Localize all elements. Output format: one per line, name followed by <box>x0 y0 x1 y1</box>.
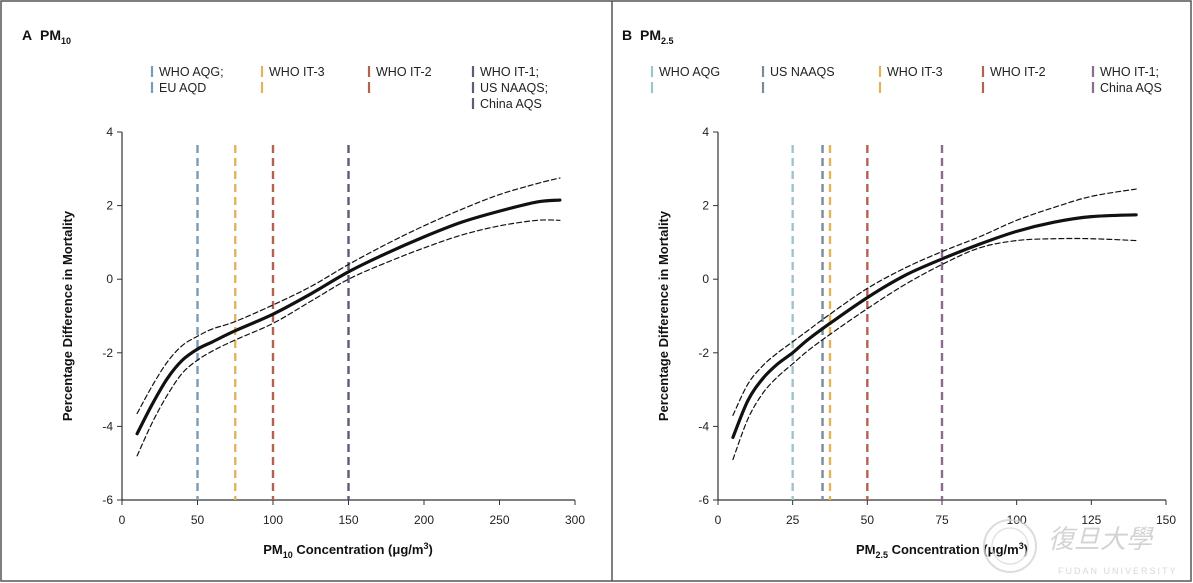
legend-label: WHO AQG <box>659 65 720 79</box>
series-lower_ci <box>732 237 1137 461</box>
series-estimate <box>135 198 562 436</box>
panel-b-legend: WHO AQG US NAAQS WHO IT-3 WHO IT-2 WHO IT-1;… <box>650 65 1162 95</box>
panel-b-title-main: PM <box>640 27 661 43</box>
panel-a-ticks: 0 50 100 150 200 250 300 -6 -4 -2 0 2 4 <box>102 125 585 527</box>
legend-label: WHO AQG; <box>159 65 224 79</box>
series-upper_ci <box>732 188 1137 416</box>
y-tick-label: 4 <box>106 125 113 139</box>
panel-a-x-label-end: ) <box>428 542 432 557</box>
x-tick-label: 250 <box>489 513 509 527</box>
y-tick-label: -6 <box>102 493 113 507</box>
y-tick-label: 0 <box>702 272 709 286</box>
x-tick-label: 25 <box>786 513 800 527</box>
panel-a-title: PM10 <box>40 27 71 46</box>
x-tick-label: 75 <box>935 513 949 527</box>
panel-a-title-sub: 10 <box>61 36 71 46</box>
panel-a-legend: WHO AQG; EU AQD WHO IT-3 WHO IT-2 WHO IT-1; U… <box>150 65 548 111</box>
legend-label: WHO IT-2 <box>376 65 432 79</box>
panel-b-series <box>731 188 1138 461</box>
panel-b-x-label-sup: 3 <box>1019 541 1024 551</box>
panel-a-x-label: PM10 Concentration (μg/m3) <box>263 541 433 560</box>
panel-a-title-main: PM <box>40 27 61 43</box>
watermark-seal-outer <box>983 519 1037 573</box>
legend-label: China AQS <box>1100 81 1162 95</box>
panel-b-x-label-end: ) <box>1024 542 1028 557</box>
panel-b-x-label-sub: 2.5 <box>875 550 888 560</box>
legend-label: China AQS <box>480 97 542 111</box>
y-tick-label: -2 <box>698 346 709 360</box>
x-tick-label: 125 <box>1081 513 1101 527</box>
panel-a-x-label-sup: 3 <box>423 541 428 551</box>
panel-b-guidelines <box>791 145 944 500</box>
y-tick-label: 0 <box>106 272 113 286</box>
legend-label: WHO IT-3 <box>887 65 943 79</box>
panel-b: B PM2.5 WHO AQG US NAAQS WHO IT-3 WHO IT-2 W… <box>622 27 1176 560</box>
panel-b-x-label: PM2.5 Concentration (μg/m3) <box>856 541 1028 560</box>
legend-label: WHO IT-2 <box>990 65 1046 79</box>
y-tick-label: -4 <box>102 419 113 433</box>
fudan-watermark: 復旦大學 FUDAN UNIVERSITY <box>983 519 1178 576</box>
x-tick-label: 50 <box>861 513 875 527</box>
x-tick-label: 0 <box>119 513 126 527</box>
x-tick-label: 50 <box>191 513 205 527</box>
series-upper_ci <box>136 177 561 415</box>
x-tick-label: 300 <box>565 513 585 527</box>
series-estimate <box>731 213 1138 440</box>
x-tick-label: 200 <box>414 513 434 527</box>
panel-b-letter: B <box>622 27 632 43</box>
series-lower_ci <box>136 219 561 457</box>
x-tick-label: 0 <box>715 513 722 527</box>
y-tick-label: -4 <box>698 419 709 433</box>
legend-label: US NAAQS; <box>480 81 548 95</box>
panel-a-guidelines <box>196 145 350 500</box>
legend-label: US NAAQS <box>770 65 835 79</box>
watermark-seal-inner <box>991 527 1029 565</box>
x-tick-label: 100 <box>263 513 283 527</box>
x-tick-label: 150 <box>338 513 358 527</box>
panel-b-y-label: Percentage Difference in Mortality <box>656 210 671 421</box>
panel-b-x-label-rest: Concentration (μg/m <box>888 542 1019 557</box>
legend-label: EU AQD <box>159 81 206 95</box>
panel-b-title-sub: 2.5 <box>661 36 674 46</box>
panel-a-x-label-rest: Concentration (μg/m <box>293 542 424 557</box>
panel-b-title: PM2.5 <box>640 27 674 46</box>
y-tick-label: 2 <box>702 199 709 213</box>
watermark-chinese: 復旦大學 <box>1048 525 1154 555</box>
panel-a-letter: A <box>22 27 32 43</box>
panel-a-x-label-sub: 10 <box>283 550 293 560</box>
legend-label: WHO IT-1; <box>1100 65 1159 79</box>
y-tick-label: 2 <box>106 199 113 213</box>
panel-b-x-label-main: PM <box>856 542 876 557</box>
y-tick-label: 4 <box>702 125 709 139</box>
y-tick-label: -6 <box>698 493 709 507</box>
y-tick-label: -2 <box>102 346 113 360</box>
legend-label: WHO IT-3 <box>269 65 325 79</box>
watermark-english: FUDAN UNIVERSITY <box>1058 566 1178 576</box>
panel-a-x-label-main: PM <box>263 542 283 557</box>
panel-a-series <box>135 177 562 457</box>
panel-a-y-label: Percentage Difference in Mortality <box>60 210 75 421</box>
x-tick-label: 150 <box>1156 513 1176 527</box>
legend-label: WHO IT-1; <box>480 65 539 79</box>
